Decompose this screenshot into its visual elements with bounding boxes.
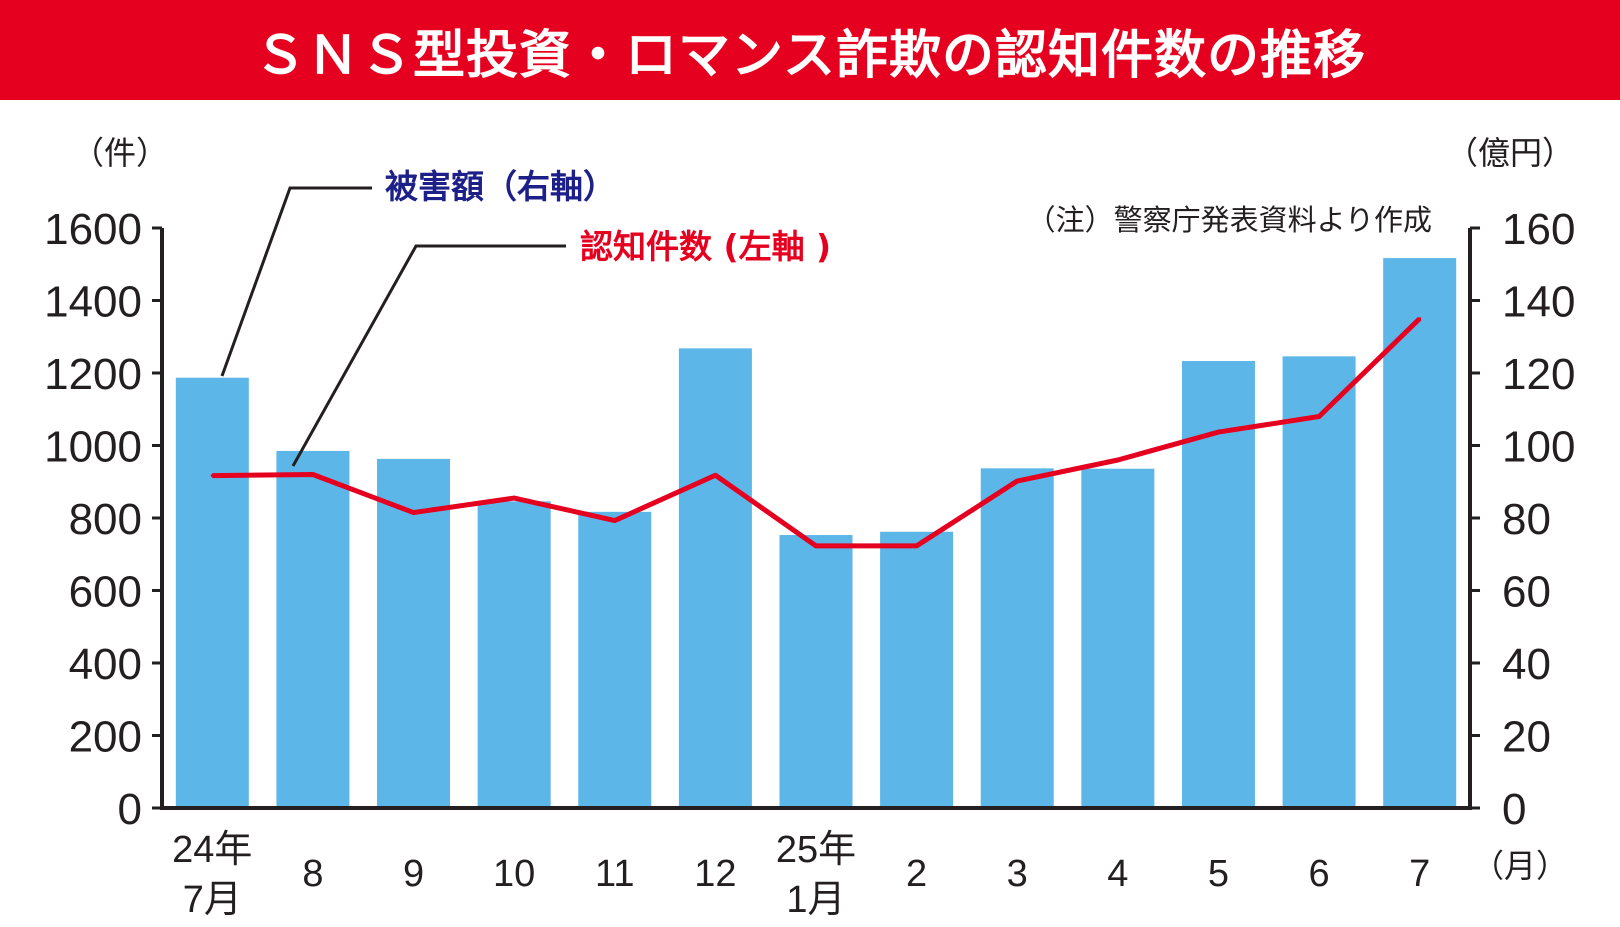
right-tick-label-5: 100 xyxy=(1502,423,1575,472)
x-tick-label-3: 10 xyxy=(493,853,535,895)
count-point-3 xyxy=(512,496,516,500)
bar-8 xyxy=(980,468,1054,808)
left-tick-label-5: 1000 xyxy=(44,423,142,472)
bar-2 xyxy=(377,458,451,808)
count-point-7 xyxy=(915,544,919,548)
right-tick-label-8: 160 xyxy=(1502,205,1575,254)
count-point-5 xyxy=(713,473,717,477)
bar-0 xyxy=(175,377,249,808)
right-tick-label-3: 60 xyxy=(1502,568,1551,617)
right-tick-label-4: 80 xyxy=(1502,495,1551,544)
left-tick-label-4: 800 xyxy=(69,495,142,544)
count-point-6 xyxy=(814,544,818,548)
title-bar: ＳＮＳ型投資・ロマンス詐欺の認知件数の推移 xyxy=(0,0,1620,100)
count-point-8 xyxy=(1015,479,1019,483)
line-group xyxy=(210,316,1422,549)
right-tick-label-7: 140 xyxy=(1502,278,1575,327)
bar-1 xyxy=(276,450,350,808)
count-point-0 xyxy=(210,474,214,478)
x-tick-label-12: 7 xyxy=(1409,853,1430,895)
bar-5 xyxy=(678,348,752,808)
bar-9 xyxy=(1081,468,1155,808)
x-tick-label-2: 9 xyxy=(403,853,424,895)
bar-10 xyxy=(1181,361,1255,808)
x-tick-label-1: 8 xyxy=(302,853,323,895)
right-axis-unit: （億円） xyxy=(1446,134,1574,172)
count-point-1 xyxy=(311,473,315,476)
left-tick-label-2: 400 xyxy=(69,640,142,689)
left-tick-label-8: 1600 xyxy=(44,205,142,254)
count-point-10 xyxy=(1216,430,1220,434)
left-tick-label-6: 1200 xyxy=(44,350,142,399)
x-tick-label-0-year: 24年 xyxy=(172,829,252,871)
legend-count-label: 認知件数 (左軸 ) xyxy=(580,227,831,266)
source-note: （注）警察庁発表資料より作成 xyxy=(1027,203,1432,237)
x-tick-label-5: 12 xyxy=(694,853,736,895)
count-point-12 xyxy=(1418,317,1422,321)
bar-6 xyxy=(779,535,853,808)
left-axis-unit: （件） xyxy=(72,134,168,172)
x-tick-label-9: 4 xyxy=(1107,853,1128,895)
bar-4 xyxy=(578,511,652,808)
right-tick-label-6: 120 xyxy=(1502,350,1575,399)
bar-7 xyxy=(880,531,954,808)
count-point-2 xyxy=(412,511,416,515)
legend-group: 被害額（右軸） 認知件数 (左軸 ) xyxy=(220,167,831,467)
bar-11 xyxy=(1282,356,1356,808)
x-tick-label-7: 2 xyxy=(906,853,927,895)
x-tick-label-6-month: 1月 xyxy=(786,879,845,921)
left-tick-label-0: 0 xyxy=(118,785,142,834)
right-tick-label-2: 40 xyxy=(1502,640,1551,689)
left-tick-label-1: 200 xyxy=(69,713,142,762)
x-tick-label-0-month: 7月 xyxy=(183,879,242,921)
legend-amount-label: 被害額（右軸） xyxy=(385,167,616,206)
count-point-9 xyxy=(1116,458,1120,462)
left-tick-label-3: 600 xyxy=(69,568,142,617)
count-point-11 xyxy=(1317,415,1321,418)
right-tick-label-0: 0 xyxy=(1502,785,1526,834)
left-tick-label-7: 1400 xyxy=(44,278,142,327)
ticks-group: 0 200 400 600 800 1000 1200 1400 1600 0 20 40 60 80 10… xyxy=(44,205,1575,921)
x-tick-label-10: 5 xyxy=(1208,853,1229,895)
right-tick-label-1: 20 xyxy=(1502,713,1551,762)
bars-group xyxy=(175,258,1457,808)
bar-3 xyxy=(477,501,551,808)
x-tick-label-8: 3 xyxy=(1007,853,1028,895)
count-point-4 xyxy=(613,519,617,523)
amount-leader-line xyxy=(220,186,372,377)
x-axis-unit: （月） xyxy=(1472,847,1568,885)
count-leader-line xyxy=(291,244,566,467)
x-tick-label-4: 11 xyxy=(595,853,634,895)
x-tick-label-6-year: 25年 xyxy=(776,829,856,871)
bar-12 xyxy=(1383,258,1457,808)
chart-title: ＳＮＳ型投資・ロマンス詐欺の認知件数の推移 xyxy=(254,25,1366,86)
x-tick-label-11: 6 xyxy=(1309,853,1330,895)
